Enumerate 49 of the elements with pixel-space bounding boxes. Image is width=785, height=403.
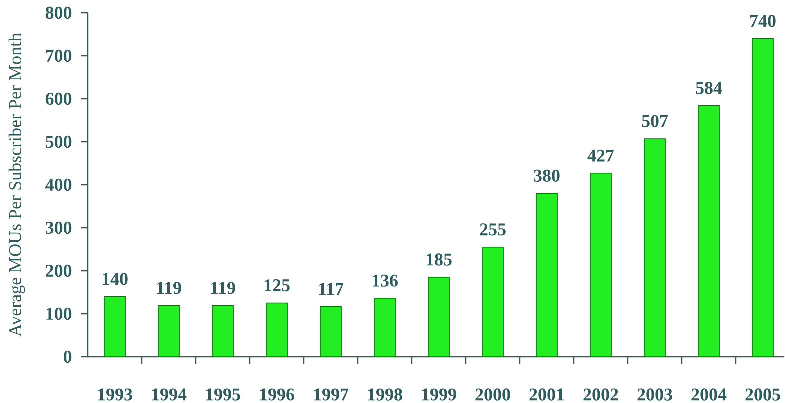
- data-label: 140: [102, 273, 128, 286]
- x-tick-label: 1995: [206, 388, 240, 401]
- y-tick-label: 700: [46, 50, 72, 62]
- x-tick-label: 2004: [692, 388, 727, 401]
- bar: [428, 277, 450, 358]
- data-label: 507: [642, 115, 668, 128]
- data-label: 255: [480, 224, 506, 236]
- bar: [590, 172, 612, 358]
- data-label: 740: [750, 15, 776, 28]
- x-tick-label: 2001: [530, 388, 564, 401]
- data-label: 584: [696, 82, 722, 94]
- y-tick-label: 800: [46, 6, 72, 20]
- bar: [104, 296, 126, 358]
- bar: [536, 193, 558, 358]
- x-tick-label: 2002: [584, 388, 618, 401]
- bar: [212, 305, 234, 358]
- y-tick-label: 500: [46, 136, 72, 148]
- x-tick-label: 1998: [368, 388, 402, 401]
- y-tick-label: 100: [46, 308, 72, 320]
- bar: [266, 302, 288, 358]
- data-label: 427: [588, 150, 614, 162]
- data-label: 185: [426, 254, 452, 266]
- x-tick-label: 1996: [260, 388, 294, 401]
- y-tick-label: 400: [46, 178, 72, 192]
- y-tick-label: 600: [46, 92, 72, 106]
- bar: [374, 298, 396, 358]
- x-tick-label: 1997: [314, 388, 349, 401]
- data-label: 136: [372, 274, 398, 287]
- data-label: 125: [264, 280, 290, 292]
- y-tick-label: 200: [46, 264, 72, 278]
- x-tick-label: 1999: [422, 388, 456, 401]
- bar: [482, 246, 504, 358]
- bar: [158, 305, 180, 358]
- x-tick-label: 2003: [638, 388, 672, 401]
- data-label: 117: [319, 283, 344, 296]
- y-tick-label: 300: [46, 222, 72, 234]
- data-label: 119: [211, 282, 236, 294]
- data-label: 119: [157, 282, 182, 294]
- y-axis-title: Average MOUs Per Subscriber Per Month: [8, 33, 26, 337]
- bar: [644, 138, 666, 358]
- x-tick-label: 1993: [98, 388, 132, 401]
- x-tick-label: 1994: [152, 388, 187, 401]
- x-tick-label: 2000: [476, 388, 510, 401]
- y-tick-label: 0: [64, 350, 72, 364]
- x-tick-label: 2005: [746, 388, 780, 401]
- data-label: 380: [534, 170, 560, 182]
- bar: [320, 306, 342, 358]
- bar: [698, 105, 720, 358]
- bar: [752, 38, 774, 358]
